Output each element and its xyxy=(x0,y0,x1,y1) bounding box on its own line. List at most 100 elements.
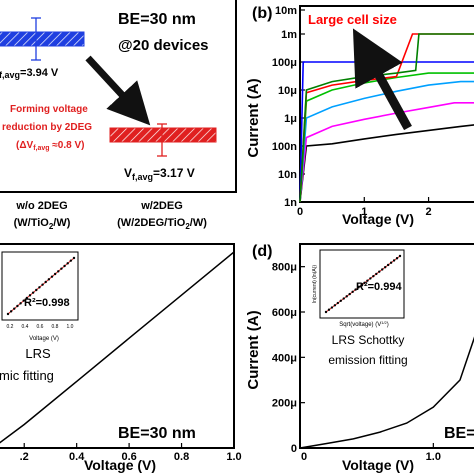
panel-d-label-line1: LRS Schottky xyxy=(332,333,405,347)
panel-d-be-label: BE= xyxy=(444,425,474,442)
panel-d-ytick-label: 0 xyxy=(291,443,297,455)
panel-b-ytick-label: 1μ xyxy=(284,113,297,125)
panel-c-inset-xticks: 0.2 0.4 0.6 0.8 1.0 xyxy=(7,324,74,330)
panel-d-inset-point xyxy=(381,268,384,271)
panel-c-inset-point xyxy=(60,267,63,270)
panel-c-inset-point xyxy=(41,283,44,286)
panel-d-inset-point xyxy=(389,261,393,264)
panel-d: (d) 800μ 600μ 400μ 200μ 0 Current (A) R²=0.9… xyxy=(245,243,474,473)
panel-d-xlabel: Voltage (V) xyxy=(342,457,414,473)
panel-b-xtick-label: 2 xyxy=(426,206,432,218)
panel-d-inset-point xyxy=(360,283,363,287)
panel-d-inset-point xyxy=(336,301,340,305)
panel-c-xtick-label: 1.0 xyxy=(226,451,241,463)
panel-b-ytick-label: 100n xyxy=(272,141,297,153)
errorbar-wo-2deg xyxy=(31,17,41,61)
panel-d-inset-point xyxy=(392,259,396,262)
panel-c-label-line2: mic fitting xyxy=(0,368,54,383)
panel-b-ylabel: Current (A) xyxy=(245,78,262,157)
panel-d-ytick-label: 800μ xyxy=(272,262,297,274)
panel-d-xtick-label: 1.0 xyxy=(426,451,441,463)
panel-d-ytick-label: 400μ xyxy=(272,352,297,364)
panel-b-letter: (b) xyxy=(252,5,272,22)
panel-c-inset-xtick-label: 0.8 xyxy=(52,324,59,330)
panel-c-inset-point xyxy=(19,302,22,305)
category-1-line1: w/o 2DEG xyxy=(15,200,67,212)
panel-c-curve xyxy=(0,251,235,444)
panel-c-inset-point xyxy=(16,304,19,308)
panel-b-curves xyxy=(299,33,474,203)
panel-c-inset-xtick-label: 0.2 xyxy=(7,324,14,330)
forming-line2: reduction by 2DEG xyxy=(2,122,92,133)
panel-d-yticks: 800μ 600μ 400μ 200μ 0 xyxy=(272,262,305,455)
panel-c-inset-xtick-label: 0.6 xyxy=(37,324,44,330)
panel-b-ytick-label: 10m xyxy=(275,5,297,17)
panel-d-inset-xlabel: Sqrt(voltage) (V1/2) xyxy=(339,320,389,328)
panel-b-series-5 xyxy=(299,33,474,203)
panel-d-inset-point xyxy=(386,263,390,267)
panel-d-inset-point xyxy=(324,310,328,314)
panel-c-be-label: BE=30 nm xyxy=(118,425,196,442)
panel-c-xtick-label: .2 xyxy=(20,451,29,463)
panel-d-inset-point xyxy=(369,277,372,280)
panel-b-ytick-label: 1n xyxy=(284,197,297,209)
panel-d-ytick-label: 200μ xyxy=(272,398,297,410)
panel-d-inset-point xyxy=(327,308,331,311)
category-1-line2: (W/TiO2/W) xyxy=(14,217,71,231)
errorbar-w-2deg xyxy=(157,123,167,157)
panel-b-ytick-label: 100μ xyxy=(272,57,297,69)
panel-c-inset-fit xyxy=(7,257,75,315)
panel-c-inset-xtick-label: 1.0 xyxy=(67,324,74,330)
panel-d-ytick-label: 600μ xyxy=(272,307,297,319)
panel-d-label-line2: emission fitting xyxy=(328,353,407,367)
panel-c-inset-point xyxy=(69,259,73,262)
bar-w-2deg xyxy=(109,127,217,143)
panel-d-inset-point xyxy=(398,254,402,258)
panel-c-inset-point xyxy=(35,288,38,292)
panel-c-inset-point xyxy=(25,296,29,300)
panel-b-series-6 xyxy=(299,33,474,203)
panel-a-devices-label: @20 devices xyxy=(118,37,209,54)
panel-d-inset-point xyxy=(354,288,357,291)
panel-d-inset-ylabel: ln(current) (ln(A)) xyxy=(312,265,318,303)
panel-c-inset-points xyxy=(6,256,76,316)
panel-d-ylabel: Current (A) xyxy=(245,310,262,389)
panel-d-frame xyxy=(299,243,474,449)
panel-b-xlabel: Voltage (V) xyxy=(342,211,414,227)
panel-a-frame xyxy=(0,0,237,193)
panel-d-inset-point xyxy=(363,281,366,285)
panel-c-inset-point xyxy=(63,264,66,268)
panel-d-inset-point xyxy=(345,295,348,298)
panel-b-xtick-label: 0 xyxy=(297,206,303,218)
panel-b-series-2 xyxy=(299,80,474,203)
panel-d-xticks: 0 1.0 xyxy=(299,443,441,463)
panel-b-xtick-label: 1 xyxy=(361,206,367,218)
panel-d-curve xyxy=(299,336,474,449)
panel-b-annotation: Large cell size xyxy=(308,12,397,27)
panel-d-inset-points xyxy=(324,254,402,314)
panel-c-inset-point xyxy=(47,278,51,281)
panel-b-ytick-label: 10μ xyxy=(278,85,297,97)
panel-c-frame xyxy=(0,243,235,449)
panel-b-ytick-label: 1m xyxy=(281,29,297,41)
panel-c-inset-point xyxy=(38,286,41,289)
panel-c-inset-point xyxy=(22,299,25,302)
panel-b-series-1 xyxy=(299,102,474,203)
panel-d-inset-point xyxy=(342,297,345,300)
panel-d-xtick-label: 0 xyxy=(301,451,307,463)
panel-c-inset-xtick-label: 0.4 xyxy=(22,324,29,330)
panel-d-inset-point xyxy=(375,272,378,276)
panel-a: BE=30 nm @20 devices f,avg=3.94 V Formin… xyxy=(0,0,237,231)
panel-d-inset-point xyxy=(333,304,337,307)
panel-d-inset-point xyxy=(372,274,375,278)
panel-c-inset-point xyxy=(31,291,35,294)
vf-upper-label: f,avg=3.94 V xyxy=(0,67,59,80)
category-2-line2: (W/2DEG/TiO2/W) xyxy=(117,217,207,231)
panel-b-series-0 xyxy=(299,124,474,203)
panel-c-xtick-label: 0.8 xyxy=(174,451,189,463)
panel-d-inset-point xyxy=(395,257,399,260)
panel-b: (b) 10m 1m 100μ 10μ 1μ 100n 10n 1n 0 1 2 Large ce… xyxy=(245,5,474,227)
panel-c-inset-point xyxy=(66,262,69,265)
panel-d-inset xyxy=(319,249,405,319)
